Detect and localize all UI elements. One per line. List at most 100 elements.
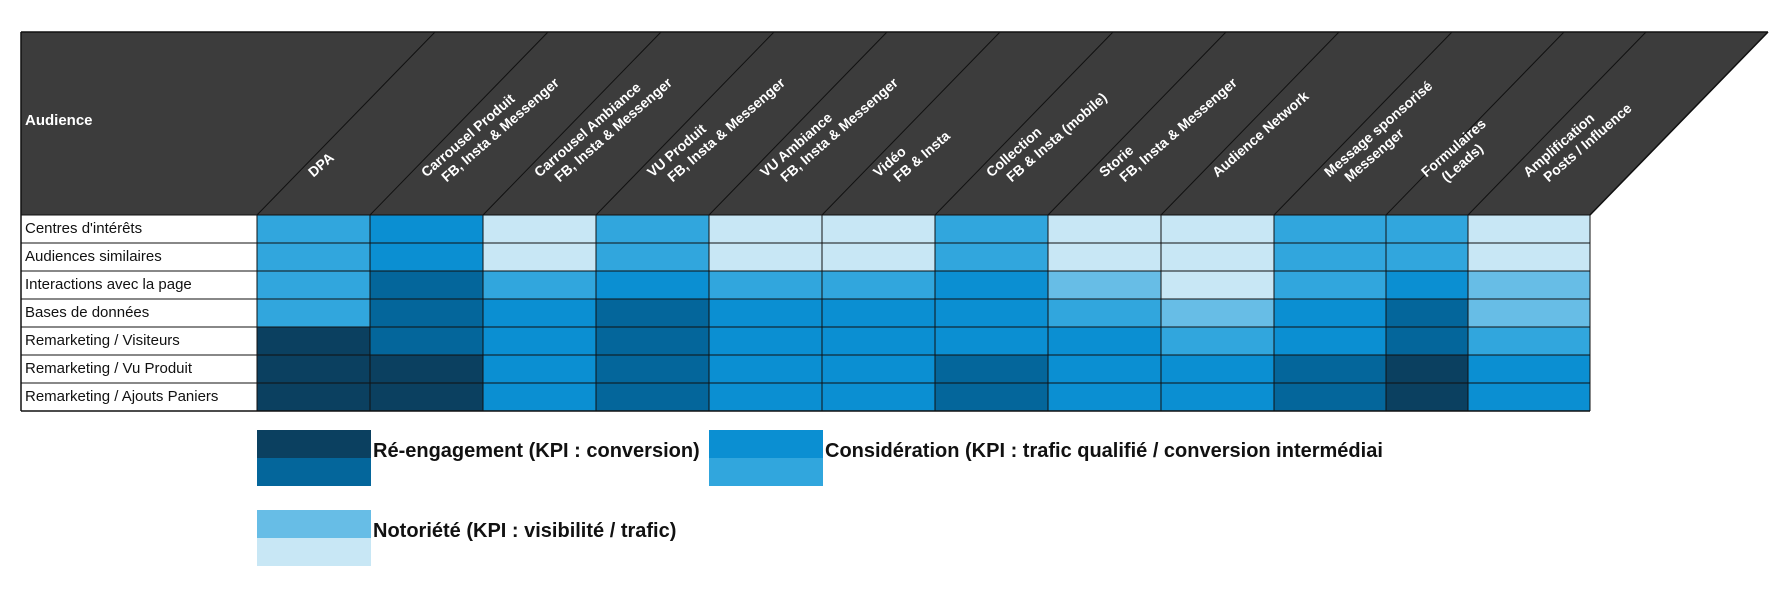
legend-swatch-mid (257, 458, 371, 486)
legend-swatch-light (257, 510, 371, 538)
row-label: Remarketing / Ajouts Paniers (25, 388, 219, 405)
matrix-cell (935, 271, 1048, 299)
matrix-cell (1386, 355, 1468, 383)
matrix-cell (935, 243, 1048, 271)
matrix-cell (1274, 355, 1386, 383)
matrix-cell (483, 243, 596, 271)
matrix-cell (257, 215, 370, 243)
matrix-cell (1048, 299, 1161, 327)
matrix-cell (596, 327, 709, 355)
matrix-cell (596, 383, 709, 411)
matrix-cell (257, 299, 370, 327)
matrix-cell (1161, 215, 1274, 243)
matrix-cell (1161, 327, 1274, 355)
matrix-cell (257, 383, 370, 411)
legend-swatch-medium (709, 458, 823, 486)
legend-swatch-strong (709, 430, 823, 458)
matrix-cell (822, 243, 935, 271)
matrix-cell (483, 299, 596, 327)
matrix-cell (1274, 383, 1386, 411)
header-divider (1385, 31, 1565, 216)
row-label: Interactions avec la page (25, 276, 192, 293)
matrix-cell (483, 383, 596, 411)
matrix-cell (1274, 271, 1386, 299)
matrix-cell (1468, 383, 1590, 411)
audience-header-label: Audience (25, 112, 93, 129)
matrix-cell (257, 271, 370, 299)
matrix-cell (1274, 215, 1386, 243)
matrix-cell (709, 215, 822, 243)
matrix-cell (596, 355, 709, 383)
row-label: Centres d'intérêts (25, 220, 143, 237)
matrix-cell (1274, 327, 1386, 355)
matrix-cell (483, 327, 596, 355)
legend-swatch-pale (257, 538, 371, 566)
matrix-cell (257, 355, 370, 383)
row-label: Audiences similaires (25, 248, 162, 265)
matrix-cell (1274, 243, 1386, 271)
matrix-cell (1468, 271, 1590, 299)
matrix-cell (1468, 243, 1590, 271)
legend-label-notoriety: Notoriété (KPI : visibilité / trafic) (373, 520, 677, 542)
matrix-cell (1048, 327, 1161, 355)
matrix-cell (822, 383, 935, 411)
header-divider (1467, 31, 1647, 216)
matrix-cell (935, 327, 1048, 355)
matrix-cell (1468, 299, 1590, 327)
row-label: Remarketing / Vu Produit (25, 360, 193, 377)
row-label: Bases de données (25, 304, 150, 321)
header-divider (821, 31, 1001, 216)
matrix-cell (1161, 355, 1274, 383)
legend-swatch-notoriety (257, 510, 371, 566)
matrix-cell (822, 215, 935, 243)
matrix-cell (709, 271, 822, 299)
matrix-cell (1468, 327, 1590, 355)
matrix-cell (709, 327, 822, 355)
matrix-cell (935, 383, 1048, 411)
matrix-cell (483, 355, 596, 383)
header-divider (1160, 31, 1340, 216)
header-divider (482, 31, 662, 216)
header-divider (934, 31, 1114, 216)
matrix-cell (1468, 355, 1590, 383)
matrix-cell (596, 243, 709, 271)
matrix-cell (596, 215, 709, 243)
matrix-cell (370, 355, 483, 383)
legend-label-consideration: Considération (KPI : trafic qualifié / c… (825, 440, 1383, 462)
matrix-cell (370, 327, 483, 355)
matrix-cell (1161, 271, 1274, 299)
matrix-cell (1274, 299, 1386, 327)
matrix-cell (596, 299, 709, 327)
matrix-cell (257, 243, 370, 271)
matrix-cell (483, 271, 596, 299)
matrix-cell (1048, 355, 1161, 383)
matrix-cell (1161, 243, 1274, 271)
matrix-cell (370, 215, 483, 243)
matrix-cell (370, 243, 483, 271)
matrix-cell (1161, 383, 1274, 411)
matrix-cell (709, 355, 822, 383)
matrix-cell (822, 271, 935, 299)
matrix-cell (1386, 327, 1468, 355)
legend-swatch-reengagement (257, 430, 371, 486)
matrix-cell (1386, 271, 1468, 299)
header-divider (256, 31, 436, 216)
outer-border (1589, 31, 1769, 216)
matrix-cell (257, 327, 370, 355)
matrix-cell (1048, 271, 1161, 299)
row-label: Remarketing / Visiteurs (25, 332, 180, 349)
header-divider (708, 31, 888, 216)
matrix-cell (1386, 299, 1468, 327)
header-divider (369, 31, 549, 216)
matrix-cell (370, 299, 483, 327)
row-label-area (21, 215, 257, 411)
header-divider (1047, 31, 1227, 216)
matrix-cell (1468, 215, 1590, 243)
matrix-cell (370, 271, 483, 299)
matrix-cell (370, 383, 483, 411)
matrix-cell (709, 299, 822, 327)
matrix-cell (1048, 383, 1161, 411)
matrix-cell (1048, 243, 1161, 271)
